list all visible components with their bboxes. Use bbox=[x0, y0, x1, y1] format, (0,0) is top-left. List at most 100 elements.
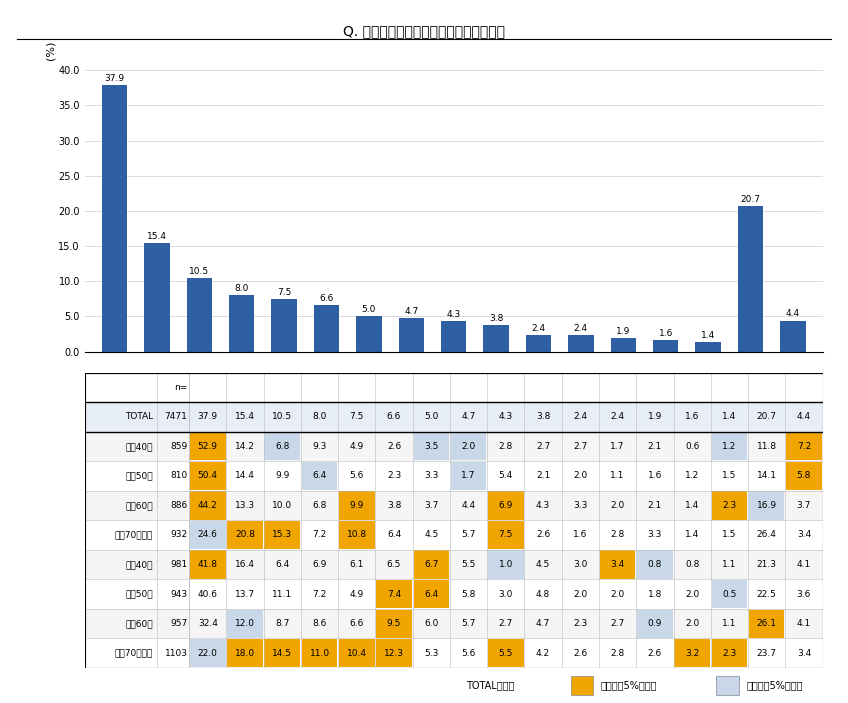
Bar bbox=[780, 321, 806, 352]
Text: 4.3: 4.3 bbox=[536, 501, 550, 510]
Text: 8.0: 8.0 bbox=[312, 413, 326, 421]
Text: 4.9: 4.9 bbox=[349, 590, 364, 598]
FancyBboxPatch shape bbox=[85, 491, 823, 520]
Text: 0.6: 0.6 bbox=[685, 442, 700, 451]
Text: 1.6: 1.6 bbox=[685, 413, 700, 421]
Text: 女性60代: 女性60代 bbox=[126, 619, 153, 628]
Text: 4.1: 4.1 bbox=[797, 619, 811, 628]
Text: 2.4: 2.4 bbox=[573, 413, 588, 421]
Text: 5.6: 5.6 bbox=[349, 472, 364, 480]
Text: 4.2: 4.2 bbox=[536, 649, 550, 657]
FancyBboxPatch shape bbox=[488, 491, 523, 520]
Text: 3.8: 3.8 bbox=[536, 413, 550, 421]
Bar bbox=[187, 278, 212, 352]
Text: 2.7: 2.7 bbox=[499, 619, 513, 628]
FancyBboxPatch shape bbox=[749, 610, 784, 638]
Text: 4.5: 4.5 bbox=[536, 560, 550, 569]
Text: 3.6: 3.6 bbox=[797, 590, 812, 598]
FancyBboxPatch shape bbox=[637, 610, 672, 638]
Text: 3.3: 3.3 bbox=[424, 472, 438, 480]
Text: 10.4: 10.4 bbox=[347, 649, 367, 657]
Text: 1.1: 1.1 bbox=[611, 472, 625, 480]
Text: 9.5: 9.5 bbox=[387, 619, 401, 628]
Text: 1.8: 1.8 bbox=[648, 590, 662, 598]
Text: 23.7: 23.7 bbox=[756, 649, 777, 657]
FancyBboxPatch shape bbox=[488, 639, 523, 667]
Text: 3.8: 3.8 bbox=[489, 314, 503, 323]
Text: 7.5: 7.5 bbox=[277, 288, 291, 297]
Text: 6.8: 6.8 bbox=[275, 442, 289, 451]
Text: 2.6: 2.6 bbox=[573, 649, 588, 657]
FancyBboxPatch shape bbox=[85, 550, 823, 579]
Text: 18.0: 18.0 bbox=[235, 649, 255, 657]
Text: 6.4: 6.4 bbox=[387, 531, 401, 539]
Text: 1.4: 1.4 bbox=[685, 501, 700, 510]
Text: 男性40代: 男性40代 bbox=[126, 442, 153, 451]
Text: Q. 目の検査を受けた理由　（複数回答）: Q. 目の検査を受けた理由 （複数回答） bbox=[343, 25, 505, 39]
Text: 6.4: 6.4 bbox=[312, 472, 326, 480]
Text: 4.9: 4.9 bbox=[349, 442, 364, 451]
FancyBboxPatch shape bbox=[190, 550, 226, 579]
FancyBboxPatch shape bbox=[488, 521, 523, 549]
Text: 有意水準5%で低い: 有意水準5%で低い bbox=[746, 681, 803, 690]
FancyBboxPatch shape bbox=[190, 432, 226, 460]
FancyBboxPatch shape bbox=[377, 580, 412, 608]
Text: 5.0: 5.0 bbox=[424, 413, 438, 421]
FancyBboxPatch shape bbox=[637, 550, 672, 579]
Text: 7471: 7471 bbox=[165, 413, 187, 421]
Text: 2.4: 2.4 bbox=[611, 413, 625, 421]
Text: 10.0: 10.0 bbox=[272, 501, 293, 510]
Text: 40.6: 40.6 bbox=[198, 590, 218, 598]
Bar bbox=[441, 321, 466, 352]
Text: 5.8: 5.8 bbox=[461, 590, 476, 598]
Text: 0.8: 0.8 bbox=[648, 560, 662, 569]
Text: 2.3: 2.3 bbox=[722, 649, 737, 657]
Text: 9.9: 9.9 bbox=[349, 501, 364, 510]
Text: 7.5: 7.5 bbox=[349, 413, 364, 421]
Text: 11.8: 11.8 bbox=[756, 442, 777, 451]
Text: 2.6: 2.6 bbox=[648, 649, 662, 657]
Bar bbox=[611, 338, 636, 352]
Bar bbox=[483, 325, 509, 352]
FancyBboxPatch shape bbox=[488, 550, 523, 579]
Text: 943: 943 bbox=[170, 590, 187, 598]
Text: 2.0: 2.0 bbox=[573, 590, 588, 598]
Text: 32.4: 32.4 bbox=[198, 619, 218, 628]
Text: 41.8: 41.8 bbox=[198, 560, 218, 569]
FancyBboxPatch shape bbox=[190, 462, 226, 490]
FancyBboxPatch shape bbox=[190, 491, 226, 520]
Text: 2.1: 2.1 bbox=[648, 501, 662, 510]
Text: 5.5: 5.5 bbox=[499, 649, 513, 657]
Text: 0.9: 0.9 bbox=[648, 619, 662, 628]
Text: 2.0: 2.0 bbox=[611, 590, 625, 598]
Text: 3.4: 3.4 bbox=[797, 531, 811, 539]
Text: 981: 981 bbox=[170, 560, 187, 569]
FancyBboxPatch shape bbox=[711, 639, 747, 667]
Text: 6.8: 6.8 bbox=[312, 501, 326, 510]
Bar bbox=[399, 318, 424, 352]
Text: 7.4: 7.4 bbox=[387, 590, 401, 598]
FancyBboxPatch shape bbox=[85, 432, 823, 461]
Text: 1.5: 1.5 bbox=[722, 531, 737, 539]
Text: 2.0: 2.0 bbox=[461, 442, 476, 451]
FancyBboxPatch shape bbox=[85, 373, 823, 402]
Text: 男性60代: 男性60代 bbox=[126, 501, 153, 510]
Text: 2.3: 2.3 bbox=[573, 619, 588, 628]
Text: TOTAL: TOTAL bbox=[126, 413, 153, 421]
Text: 2.0: 2.0 bbox=[573, 472, 588, 480]
Text: 6.5: 6.5 bbox=[387, 560, 401, 569]
FancyBboxPatch shape bbox=[749, 491, 784, 520]
FancyBboxPatch shape bbox=[674, 639, 710, 667]
FancyBboxPatch shape bbox=[227, 639, 263, 667]
Text: 6.4: 6.4 bbox=[424, 590, 438, 598]
Text: 4.7: 4.7 bbox=[536, 619, 550, 628]
Text: 2.7: 2.7 bbox=[536, 442, 550, 451]
Text: 21.3: 21.3 bbox=[756, 560, 777, 569]
FancyBboxPatch shape bbox=[227, 521, 263, 549]
Text: 6.1: 6.1 bbox=[349, 560, 364, 569]
Text: 2.0: 2.0 bbox=[685, 590, 700, 598]
Text: 2.1: 2.1 bbox=[536, 472, 550, 480]
Text: 0.5: 0.5 bbox=[722, 590, 737, 598]
Text: 8.7: 8.7 bbox=[275, 619, 289, 628]
Text: 16.9: 16.9 bbox=[756, 501, 777, 510]
